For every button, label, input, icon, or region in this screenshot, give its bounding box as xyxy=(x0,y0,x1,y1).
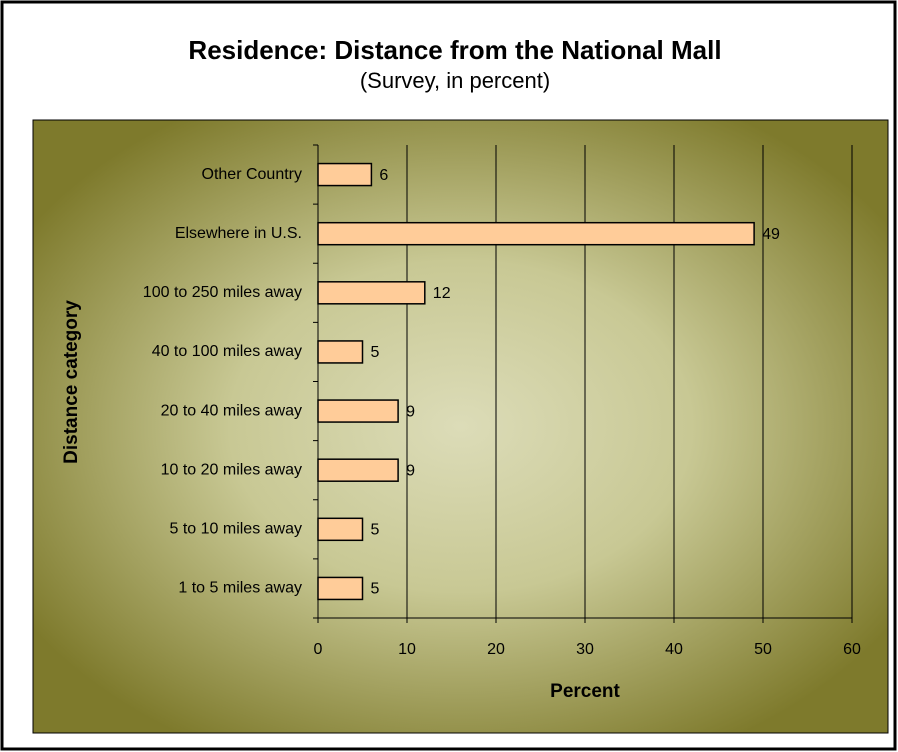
y-tick-label: 40 to 100 miles away xyxy=(152,343,302,360)
x-axis-label: Percent xyxy=(550,681,620,702)
y-tick-label: 100 to 250 miles away xyxy=(143,284,302,301)
chart-title: Residence: Distance from the National Ma… xyxy=(188,35,721,65)
y-tick-label: 20 to 40 miles away xyxy=(161,402,302,419)
chart-subtitle: (Survey, in percent) xyxy=(360,68,550,93)
y-tick-label: 5 to 10 miles away xyxy=(169,521,302,538)
bar xyxy=(317,221,755,246)
value-label: 49 xyxy=(762,226,780,243)
value-label: 6 xyxy=(379,167,388,184)
x-tick-label: 30 xyxy=(576,641,594,658)
bar xyxy=(317,162,373,187)
bar xyxy=(317,281,426,305)
x-tick-label: 20 xyxy=(487,641,505,658)
value-label: 9 xyxy=(406,403,415,420)
y-tick-label: 10 to 20 miles away xyxy=(161,461,302,478)
value-label: 5 xyxy=(371,581,380,598)
x-tick-label: 50 xyxy=(754,641,772,658)
y-tick-label: Elsewhere in U.S. xyxy=(175,225,302,242)
y-axis-label: Distance category xyxy=(61,300,82,464)
value-label: 5 xyxy=(371,522,380,539)
y-tick-label: Other Country xyxy=(202,166,302,183)
x-tick-label: 40 xyxy=(665,641,683,658)
value-label: 12 xyxy=(433,285,451,302)
bar xyxy=(317,458,399,482)
value-label: 9 xyxy=(406,462,415,479)
x-tick-label: 0 xyxy=(314,641,323,658)
x-tick-label: 60 xyxy=(843,641,861,658)
y-tick-label: 1 to 5 miles away xyxy=(178,580,302,597)
x-tick-label: 10 xyxy=(398,641,416,658)
bar xyxy=(317,517,364,542)
value-label: 5 xyxy=(371,344,380,361)
bar xyxy=(317,576,364,601)
bar xyxy=(317,399,399,423)
bar xyxy=(317,340,364,364)
